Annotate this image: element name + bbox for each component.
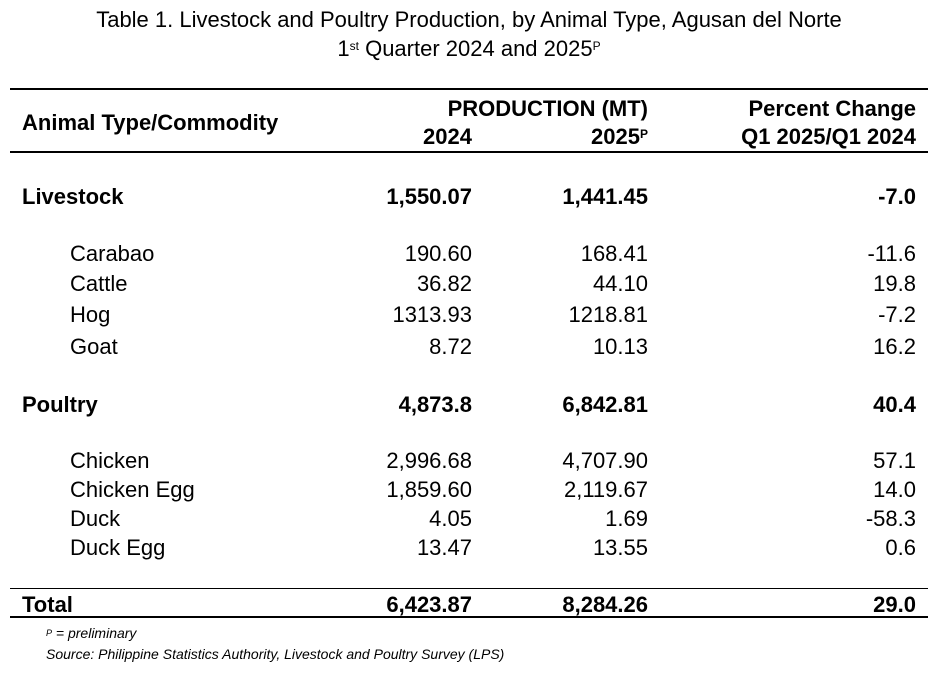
col-header-2025: 2025P bbox=[591, 124, 648, 150]
row-total-2024: 6,423.87 bbox=[386, 592, 472, 617]
top-rule bbox=[10, 88, 928, 90]
row-duck-pct: -58.3 bbox=[865, 506, 916, 531]
row-duck-label: Duck bbox=[70, 506, 121, 531]
subtitle-text: Quarter 2024 and 2025 bbox=[358, 36, 593, 61]
col-header-commodity: Animal Type/Commodity bbox=[22, 110, 279, 135]
row-hog-2025: 1218.81 bbox=[568, 302, 648, 327]
row-carabao-2025: 168.41 bbox=[580, 241, 648, 266]
subtitle-ordinal-suffix: st bbox=[349, 39, 359, 53]
row-carabao-2024: 190.60 bbox=[404, 241, 472, 266]
row-total-2025: 8,284.26 bbox=[562, 592, 648, 617]
row-total-pct: 29.0 bbox=[873, 592, 916, 617]
row-goat-2025: 10.13 bbox=[592, 334, 648, 359]
row-chicken-2024: 2,996.68 bbox=[386, 448, 472, 473]
footnote-source: Source: Philippine Statistics Authority,… bbox=[46, 646, 505, 662]
row-cattle-pct: 19.8 bbox=[873, 271, 916, 296]
row-livestock-pct: -7.0 bbox=[878, 184, 916, 209]
row-cattle-label: Cattle bbox=[70, 271, 128, 296]
row-duck-egg-2025: 13.55 bbox=[592, 535, 648, 560]
footnote-mark: P bbox=[46, 628, 53, 638]
row-chicken-egg-2024: 1,859.60 bbox=[386, 477, 472, 502]
table-subtitle: 1st Quarter 2024 and 2025P bbox=[0, 35, 938, 63]
row-livestock-label: Livestock bbox=[22, 184, 124, 209]
col-header-2025-preliminary-mark: P bbox=[639, 127, 648, 141]
row-chicken-pct: 57.1 bbox=[873, 448, 916, 473]
row-hog-label: Hog bbox=[70, 302, 111, 327]
row-poultry-label: Poultry bbox=[22, 392, 98, 417]
col-header-production: PRODUCTION (MT) bbox=[447, 96, 648, 121]
row-chicken-2025: 4,707.90 bbox=[562, 448, 648, 473]
row-chicken-egg-label: Chicken Egg bbox=[70, 477, 195, 502]
row-chicken-label: Chicken bbox=[70, 448, 150, 473]
footnote-preliminary: P = preliminary bbox=[46, 624, 136, 642]
row-goat-pct: 16.2 bbox=[873, 334, 916, 359]
col-header-pct-line1: Percent Change bbox=[748, 96, 917, 121]
header-rule bbox=[10, 151, 928, 153]
row-livestock-2024: 1,550.07 bbox=[386, 184, 472, 209]
row-duck-2024: 4.05 bbox=[429, 506, 472, 531]
row-hog-pct: -7.2 bbox=[878, 302, 916, 327]
row-poultry-pct: 40.4 bbox=[873, 392, 916, 417]
row-hog-2024: 1313.93 bbox=[392, 302, 472, 327]
total-rule bbox=[10, 588, 928, 589]
row-goat-2024: 8.72 bbox=[429, 334, 472, 359]
col-header-2025-year: 2025 bbox=[591, 124, 640, 149]
row-duck-egg-label: Duck Egg bbox=[70, 535, 166, 560]
row-cattle-2025: 44.10 bbox=[592, 271, 648, 296]
bottom-rule bbox=[10, 616, 928, 618]
col-header-pct-line2: Q1 2025/Q1 2024 bbox=[741, 124, 916, 149]
row-livestock-2025: 1,441.45 bbox=[562, 184, 648, 209]
row-carabao-label: Carabao bbox=[70, 241, 155, 266]
row-goat-label: Goat bbox=[70, 334, 118, 359]
row-carabao-pct: -11.6 bbox=[867, 241, 916, 266]
subtitle-quarter-number: 1 bbox=[337, 36, 350, 61]
row-total-label: Total bbox=[22, 592, 73, 617]
row-duck-egg-2024: 13.47 bbox=[416, 535, 472, 560]
table-title: Table 1. Livestock and Poultry Productio… bbox=[96, 7, 842, 32]
row-duck-egg-pct: 0.6 bbox=[885, 535, 916, 560]
row-poultry-2025: 6,842.81 bbox=[562, 392, 648, 417]
row-chicken-egg-2025: 2,119.67 bbox=[563, 477, 648, 502]
row-chicken-egg-pct: 14.0 bbox=[873, 477, 916, 502]
footnote-text: = preliminary bbox=[52, 625, 137, 641]
row-poultry-2024: 4,873.8 bbox=[398, 392, 472, 417]
col-header-2024: 2024 bbox=[423, 124, 472, 149]
row-duck-2025: 1.69 bbox=[605, 506, 648, 531]
row-cattle-2024: 36.82 bbox=[416, 271, 472, 296]
subtitle-preliminary-mark: P bbox=[592, 39, 601, 53]
